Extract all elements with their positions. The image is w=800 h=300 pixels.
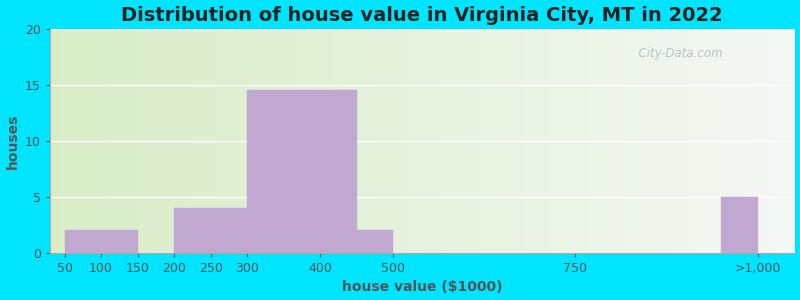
- Bar: [320, 91, 357, 253]
- Title: Distribution of house value in Virginia City, MT in 2022: Distribution of house value in Virginia …: [122, 6, 723, 25]
- Bar: [65, 230, 101, 253]
- Bar: [101, 230, 138, 253]
- Bar: [174, 208, 210, 253]
- Y-axis label: houses: houses: [6, 113, 19, 169]
- X-axis label: house value ($1000): house value ($1000): [342, 280, 502, 294]
- Text: City-Data.com: City-Data.com: [630, 47, 722, 60]
- Bar: [722, 197, 758, 253]
- Bar: [210, 208, 247, 253]
- Bar: [247, 91, 320, 253]
- Bar: [357, 230, 393, 253]
